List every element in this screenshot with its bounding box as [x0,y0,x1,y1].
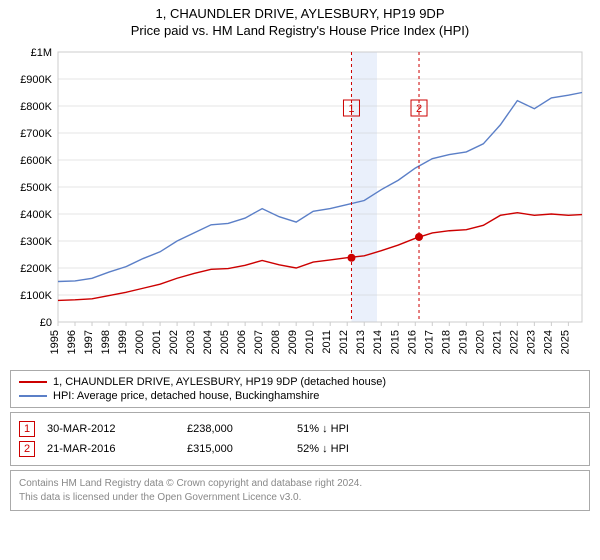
svg-text:1999: 1999 [117,330,129,354]
svg-text:£900K: £900K [20,74,52,86]
svg-text:£700K: £700K [20,128,52,140]
legend-label: HPI: Average price, detached house, Buck… [53,390,319,402]
svg-text:2021: 2021 [491,330,503,354]
svg-text:2017: 2017 [423,330,435,354]
svg-text:2010: 2010 [304,330,316,354]
svg-text:2: 2 [416,103,422,115]
svg-text:2019: 2019 [457,330,469,354]
svg-text:2015: 2015 [389,330,401,354]
svg-text:2011: 2011 [321,330,333,354]
svg-text:£800K: £800K [20,101,52,113]
sale-price: £315,000 [187,443,297,455]
svg-text:2003: 2003 [185,330,197,354]
svg-text:2004: 2004 [202,330,214,354]
page-title: 1, CHAUNDLER DRIVE, AYLESBURY, HP19 9DP [10,6,590,21]
sale-date: 21-MAR-2016 [47,443,187,455]
svg-text:2024: 2024 [542,330,554,354]
svg-text:2016: 2016 [406,330,418,354]
sale-row: 2 21-MAR-2016£315,00052% ↓ HPI [19,439,581,459]
footer-line-2: This data is licensed under the Open Gov… [19,491,581,505]
legend: 1, CHAUNDLER DRIVE, AYLESBURY, HP19 9DP … [10,370,590,408]
legend-row: HPI: Average price, detached house, Buck… [19,389,581,403]
footer-line-1: Contains HM Land Registry data © Crown c… [19,477,581,491]
svg-text:1997: 1997 [83,330,95,354]
svg-text:2014: 2014 [372,330,384,354]
svg-text:£500K: £500K [20,182,52,194]
svg-text:2018: 2018 [440,330,452,354]
sale-delta: 51% ↓ HPI [297,423,437,435]
svg-text:2013: 2013 [355,330,367,354]
svg-text:2020: 2020 [474,330,486,354]
svg-text:2002: 2002 [168,330,180,354]
svg-text:£300K: £300K [20,236,52,248]
footer: Contains HM Land Registry data © Crown c… [10,470,590,511]
svg-text:2001: 2001 [151,330,163,354]
svg-text:£1M: £1M [31,47,52,59]
svg-text:2008: 2008 [270,330,282,354]
svg-text:2025: 2025 [559,330,571,354]
line-chart: £0 £100K £200K £300K £400K £500K £600K £700K £80… [10,46,590,361]
chart-container: 1, CHAUNDLER DRIVE, AYLESBURY, HP19 9DP … [0,0,600,560]
svg-text:1995: 1995 [49,330,61,354]
page-subtitle: Price paid vs. HM Land Registry's House … [10,23,590,38]
svg-text:2005: 2005 [219,330,231,354]
svg-text:£400K: £400K [20,209,52,221]
svg-text:1: 1 [348,103,354,115]
svg-text:2006: 2006 [236,330,248,354]
sale-date: 30-MAR-2012 [47,423,187,435]
svg-text:2007: 2007 [253,330,265,354]
sale-price: £238,000 [187,423,297,435]
svg-text:£100K: £100K [20,290,52,302]
svg-text:2000: 2000 [134,330,146,354]
svg-text:2023: 2023 [525,330,537,354]
svg-text:2012: 2012 [338,330,350,354]
svg-text:£0: £0 [40,317,52,329]
sale-row: 1 30-MAR-2012£238,00051% ↓ HPI [19,419,581,439]
svg-text:£200K: £200K [20,263,52,275]
legend-label: 1, CHAUNDLER DRIVE, AYLESBURY, HP19 9DP … [53,376,386,388]
sales-table: 1 30-MAR-2012£238,00051% ↓ HPI 2 21-MAR-201… [10,412,590,466]
legend-swatch [19,381,47,383]
svg-text:2022: 2022 [508,330,520,354]
legend-row: 1, CHAUNDLER DRIVE, AYLESBURY, HP19 9DP … [19,375,581,389]
sale-delta: 52% ↓ HPI [297,443,437,455]
chart-area: £0 £100K £200K £300K £400K £500K £600K £700K £80… [10,46,590,366]
svg-text:£600K: £600K [20,155,52,167]
legend-swatch [19,395,47,397]
svg-text:1998: 1998 [100,330,112,354]
svg-text:1996: 1996 [66,330,78,354]
svg-text:2009: 2009 [287,330,299,354]
sale-index-badge: 1 [19,421,35,437]
sale-index-badge: 2 [19,441,35,457]
